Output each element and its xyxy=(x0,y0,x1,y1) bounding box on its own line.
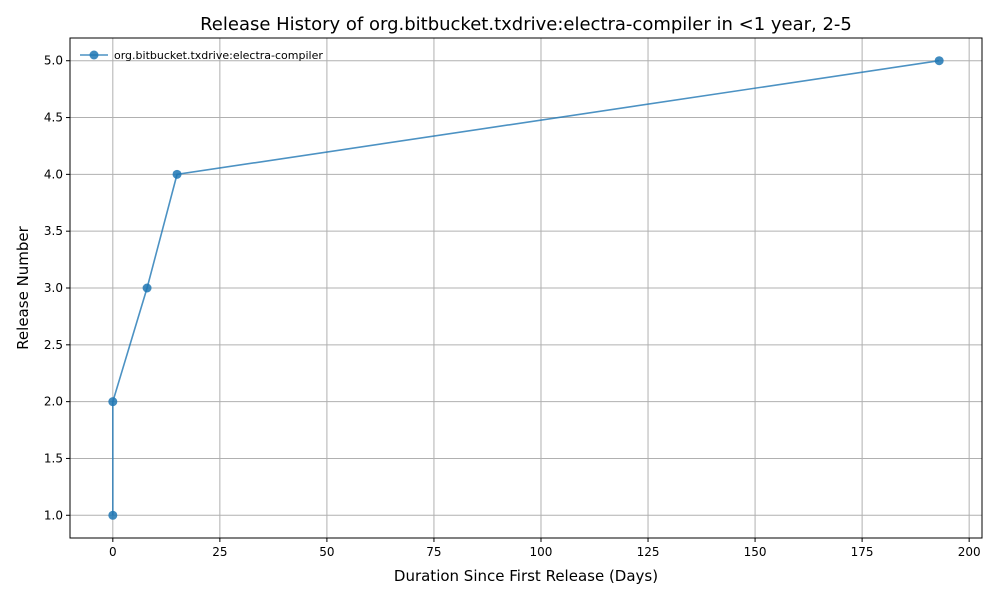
legend: org.bitbucket.txdrive:electra-compiler xyxy=(80,49,323,62)
x-axis: 0 25 50 75 100 125 150 175 200 xyxy=(109,538,981,559)
data-point xyxy=(108,397,118,407)
y-tick-label: 4.0 xyxy=(44,167,63,181)
y-tick-label: 1.0 xyxy=(44,508,63,522)
data-point xyxy=(934,56,944,66)
y-tick-label: 3.5 xyxy=(44,224,63,238)
x-tick-label: 100 xyxy=(530,545,553,559)
y-tick-label: 4.5 xyxy=(44,111,63,125)
y-tick-label: 1.5 xyxy=(44,451,63,465)
x-axis-label: Duration Since First Release (Days) xyxy=(394,567,658,585)
y-tick-label: 2.5 xyxy=(44,338,63,352)
legend-marker xyxy=(89,50,99,60)
x-tick-label: 175 xyxy=(851,545,874,559)
data-point xyxy=(108,510,118,520)
x-tick-label: 0 xyxy=(109,545,117,559)
x-tick-label: 50 xyxy=(319,545,334,559)
data-point xyxy=(142,283,152,293)
y-tick-label: 3.0 xyxy=(44,281,63,295)
y-axis: 1.0 1.5 2.0 2.5 3.0 3.5 4.0 4.5 5.0 xyxy=(44,54,70,522)
x-tick-label: 150 xyxy=(744,545,767,559)
legend-label: org.bitbucket.txdrive:electra-compiler xyxy=(114,49,323,62)
y-axis-label: Release Number xyxy=(14,225,32,349)
x-tick-label: 125 xyxy=(637,545,660,559)
x-tick-label: 25 xyxy=(212,545,227,559)
x-tick-label: 75 xyxy=(426,545,441,559)
y-tick-label: 2.0 xyxy=(44,395,63,409)
series-layer xyxy=(108,56,944,520)
grid-layer xyxy=(70,38,982,538)
data-point xyxy=(172,169,182,179)
chart-title: Release History of org.bitbucket.txdrive… xyxy=(200,14,852,35)
y-tick-label: 5.0 xyxy=(44,54,63,68)
x-tick-label: 200 xyxy=(958,545,981,559)
